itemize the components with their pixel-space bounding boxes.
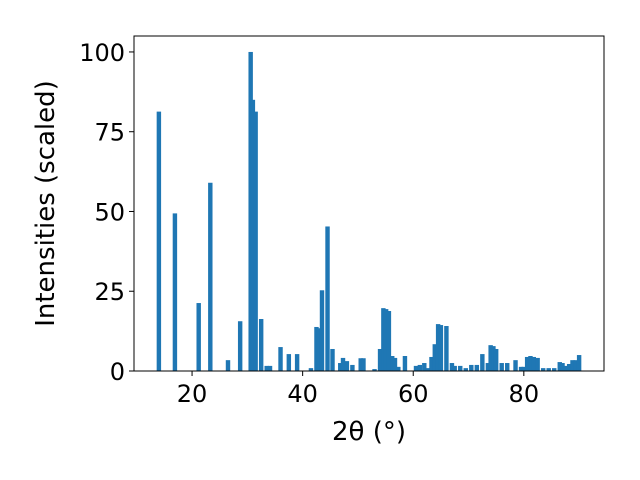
bar: [330, 348, 335, 371]
y-tick-label: 50: [94, 198, 125, 226]
bar: [417, 364, 423, 371]
bar: [518, 366, 524, 371]
bar: [344, 361, 350, 371]
bar: [372, 369, 377, 371]
bar: [452, 365, 457, 371]
bar: [208, 182, 213, 371]
x-tick-label: 20: [177, 380, 208, 408]
bar: [563, 365, 569, 371]
bar: [325, 226, 330, 371]
bar: [546, 368, 551, 371]
bar: [402, 356, 408, 371]
bar: [156, 111, 162, 371]
bar: [432, 344, 438, 371]
bar: [361, 358, 366, 371]
bar: [552, 368, 557, 371]
bar: [535, 357, 540, 371]
bar: [253, 111, 258, 371]
bar: [463, 368, 468, 371]
bar: [444, 326, 449, 371]
bar: [390, 356, 395, 371]
x-axis-label: 2θ (°): [332, 417, 406, 447]
bar: [566, 363, 572, 371]
bar: [540, 368, 546, 371]
bar: [319, 290, 325, 371]
x-tick-label: 40: [287, 380, 318, 408]
bar: [396, 366, 401, 371]
bar: [350, 364, 355, 371]
bar: [383, 309, 389, 371]
bar: [377, 348, 383, 371]
bar: [340, 357, 346, 371]
bar: [248, 51, 253, 371]
bar: [294, 354, 300, 371]
bar: [474, 364, 480, 371]
bar: [557, 362, 562, 371]
bar: [505, 363, 510, 371]
bar: [308, 368, 314, 371]
bar: [570, 360, 575, 371]
bar: [392, 357, 398, 371]
bar: [225, 360, 231, 371]
bar: [264, 365, 269, 371]
bar: [278, 347, 283, 371]
bar: [524, 356, 530, 371]
bar: [435, 324, 441, 371]
bar: [429, 356, 434, 371]
bar: [573, 360, 579, 371]
bar: [491, 346, 496, 371]
bar: [499, 363, 504, 371]
bar: [485, 363, 491, 371]
bar: [381, 308, 386, 371]
bar: [425, 368, 431, 371]
x-tick-label: 80: [509, 380, 540, 408]
bar: [438, 325, 444, 371]
y-tick-label: 100: [79, 39, 125, 67]
bar: [576, 355, 582, 371]
bar: [449, 363, 455, 371]
bar: [528, 356, 533, 371]
bar: [513, 360, 518, 371]
bar-series: [156, 51, 582, 372]
y-axis-label: Intensities (scaled): [31, 80, 61, 327]
bar: [250, 99, 256, 372]
bar: [413, 365, 419, 371]
bar: [469, 364, 474, 371]
bar: [488, 345, 493, 371]
bar: [493, 348, 499, 371]
bar: [560, 363, 565, 371]
bar: [237, 321, 243, 371]
y-tick-label: 75: [94, 119, 125, 147]
bar: [258, 318, 264, 371]
bar: [386, 311, 392, 371]
bar: [338, 363, 343, 371]
axis-ticks: 20 40 60 80 0 25 50 75 100: [79, 39, 539, 408]
bar: [480, 354, 485, 371]
y-tick-label: 0: [110, 358, 125, 386]
plot-frame: [133, 35, 605, 372]
bar: [196, 303, 201, 371]
y-tick-label: 25: [94, 278, 125, 306]
bar: [422, 363, 427, 371]
bar: [316, 328, 321, 371]
x-tick-label: 60: [398, 380, 429, 408]
bar: [531, 356, 536, 371]
bar: [358, 358, 363, 371]
bar: [521, 366, 527, 371]
bar: [267, 365, 273, 371]
bar: [286, 354, 292, 371]
bar: [458, 365, 463, 371]
bar: [172, 213, 178, 371]
